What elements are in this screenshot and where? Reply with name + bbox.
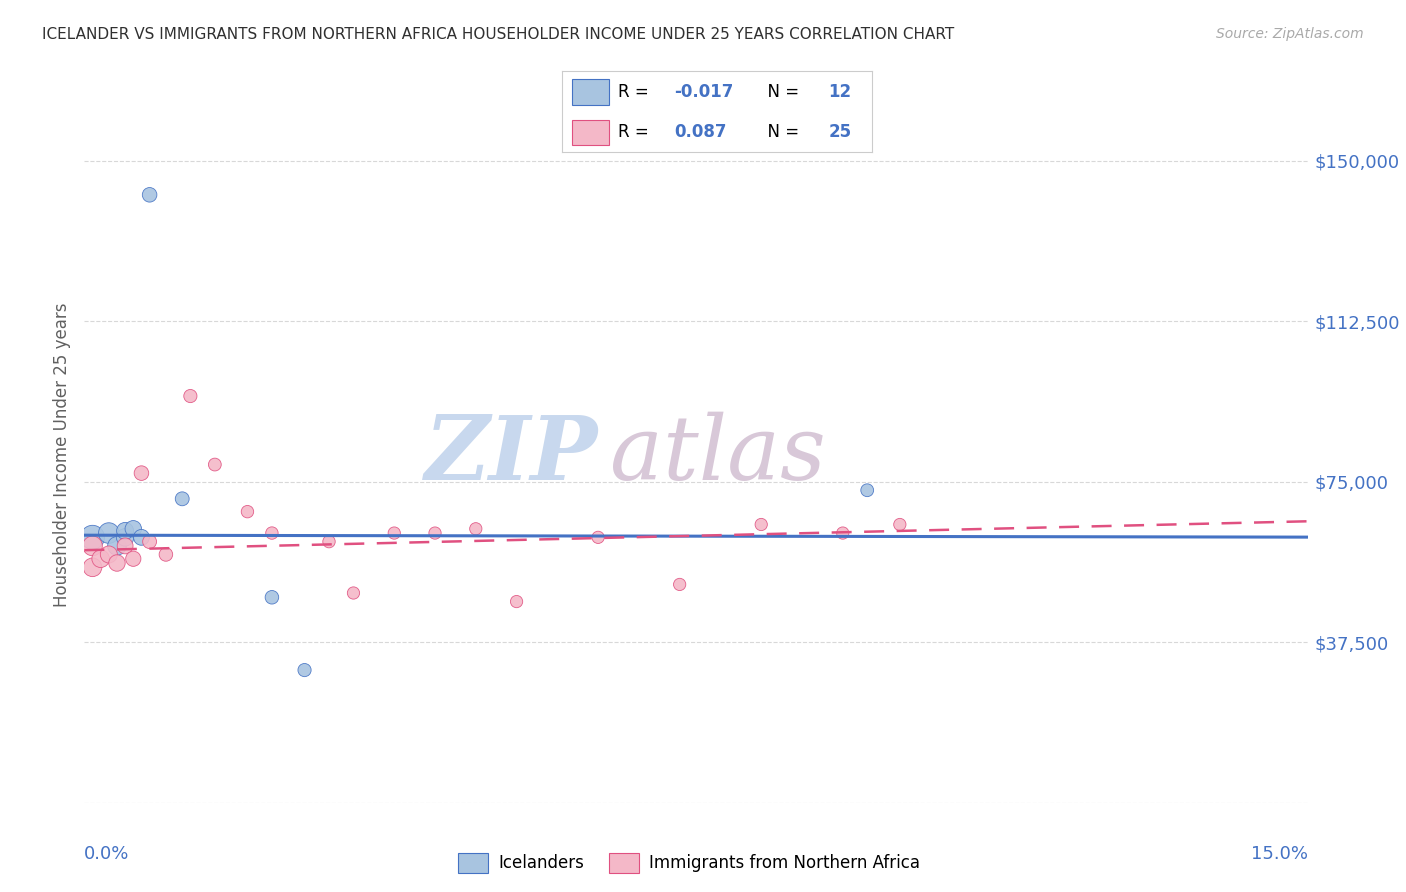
Point: [122, 551, 145, 566]
Point: [105, 539, 128, 553]
Point: [114, 524, 136, 538]
Point: [586, 530, 609, 544]
Point: [179, 389, 201, 403]
Point: [131, 530, 153, 544]
Point: [260, 591, 283, 605]
Text: 12: 12: [828, 83, 852, 101]
Point: [318, 534, 340, 549]
Point: [155, 548, 177, 562]
Text: R =: R =: [619, 123, 654, 141]
Point: [856, 483, 879, 498]
Point: [97, 548, 120, 562]
Text: -0.017: -0.017: [673, 83, 733, 101]
FancyBboxPatch shape: [572, 120, 609, 145]
Point: [82, 530, 104, 544]
Text: ZIP: ZIP: [425, 412, 598, 498]
Point: [105, 556, 128, 570]
Point: [464, 522, 486, 536]
Point: [122, 522, 145, 536]
Point: [423, 526, 446, 541]
Point: [138, 187, 160, 202]
Point: [114, 539, 136, 553]
Text: 0.087: 0.087: [673, 123, 727, 141]
Point: [749, 517, 772, 532]
Point: [82, 560, 104, 574]
Point: [382, 526, 405, 541]
Text: atlas: atlas: [610, 411, 827, 499]
Text: 15.0%: 15.0%: [1250, 845, 1308, 863]
Y-axis label: Householder Income Under 25 years: Householder Income Under 25 years: [53, 302, 72, 607]
Point: [889, 517, 911, 532]
Text: R =: R =: [619, 83, 654, 101]
Point: [114, 530, 136, 544]
Point: [260, 526, 283, 541]
Point: [342, 586, 364, 600]
Text: ICELANDER VS IMMIGRANTS FROM NORTHERN AFRICA HOUSEHOLDER INCOME UNDER 25 YEARS C: ICELANDER VS IMMIGRANTS FROM NORTHERN AF…: [42, 27, 955, 42]
Text: N =: N =: [758, 83, 804, 101]
Legend: Icelanders, Immigrants from Northern Africa: Icelanders, Immigrants from Northern Afr…: [451, 847, 927, 880]
Point: [131, 466, 153, 480]
Point: [204, 458, 226, 472]
Point: [82, 539, 104, 553]
Point: [90, 551, 112, 566]
Point: [172, 491, 194, 506]
Point: [668, 577, 690, 591]
Point: [97, 526, 120, 541]
Point: [236, 505, 259, 519]
Point: [505, 594, 527, 608]
Text: 0.0%: 0.0%: [84, 845, 129, 863]
Text: 25: 25: [828, 123, 852, 141]
Point: [294, 663, 316, 677]
Point: [138, 534, 160, 549]
FancyBboxPatch shape: [572, 79, 609, 105]
Text: Source: ZipAtlas.com: Source: ZipAtlas.com: [1216, 27, 1364, 41]
Point: [831, 526, 853, 541]
Text: N =: N =: [758, 123, 804, 141]
